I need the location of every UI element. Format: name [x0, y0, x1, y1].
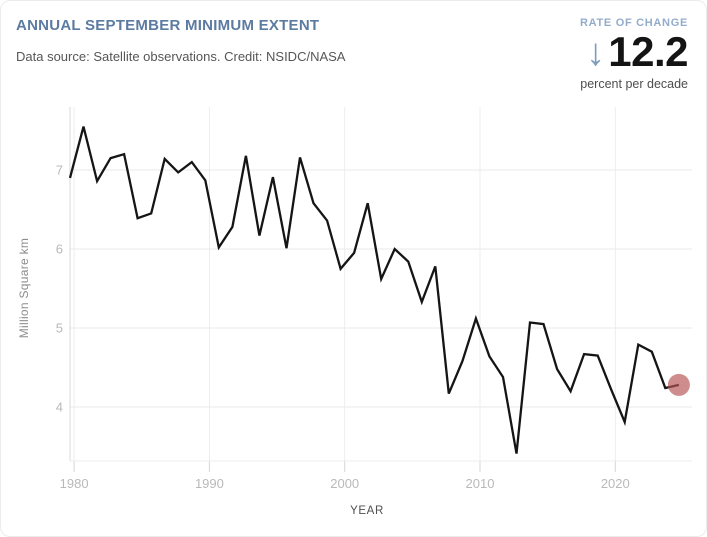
data-source-credit: Data source: Satellite observations. Cre…	[16, 49, 346, 64]
rate-of-change-label: RATE OF CHANGE	[580, 17, 688, 29]
x-tick-label: 1990	[195, 476, 224, 491]
rate-of-change-value: 12.2	[608, 28, 688, 75]
page-title: ANNUAL SEPTEMBER MINIMUM EXTENT	[16, 17, 320, 34]
x-tick-label: 2000	[330, 476, 359, 491]
rate-of-change-row: ↓ 12.2	[580, 28, 688, 75]
x-tick-label: 2020	[601, 476, 630, 491]
x-tick-label: 1980	[60, 476, 89, 491]
y-tick-label: 7	[56, 163, 63, 178]
latest-point-marker	[667, 373, 690, 396]
y-tick-label: 6	[56, 242, 63, 257]
rate-of-change-unit: percent per decade	[580, 77, 688, 91]
rate-of-change-block: RATE OF CHANGE ↓ 12.2 percent per decade	[580, 17, 688, 91]
x-axis-title: YEAR	[350, 505, 384, 517]
y-tick-label: 4	[56, 400, 63, 415]
y-tick-label: 5	[56, 321, 63, 336]
chart-header: ANNUAL SEPTEMBER MINIMUM EXTENT Data sou…	[16, 17, 345, 64]
down-arrow-icon: ↓	[586, 32, 606, 74]
y-axis-title: Million Square km	[17, 238, 31, 338]
x-tick-label: 2010	[466, 476, 495, 491]
extent-data-line	[68, 126, 680, 454]
